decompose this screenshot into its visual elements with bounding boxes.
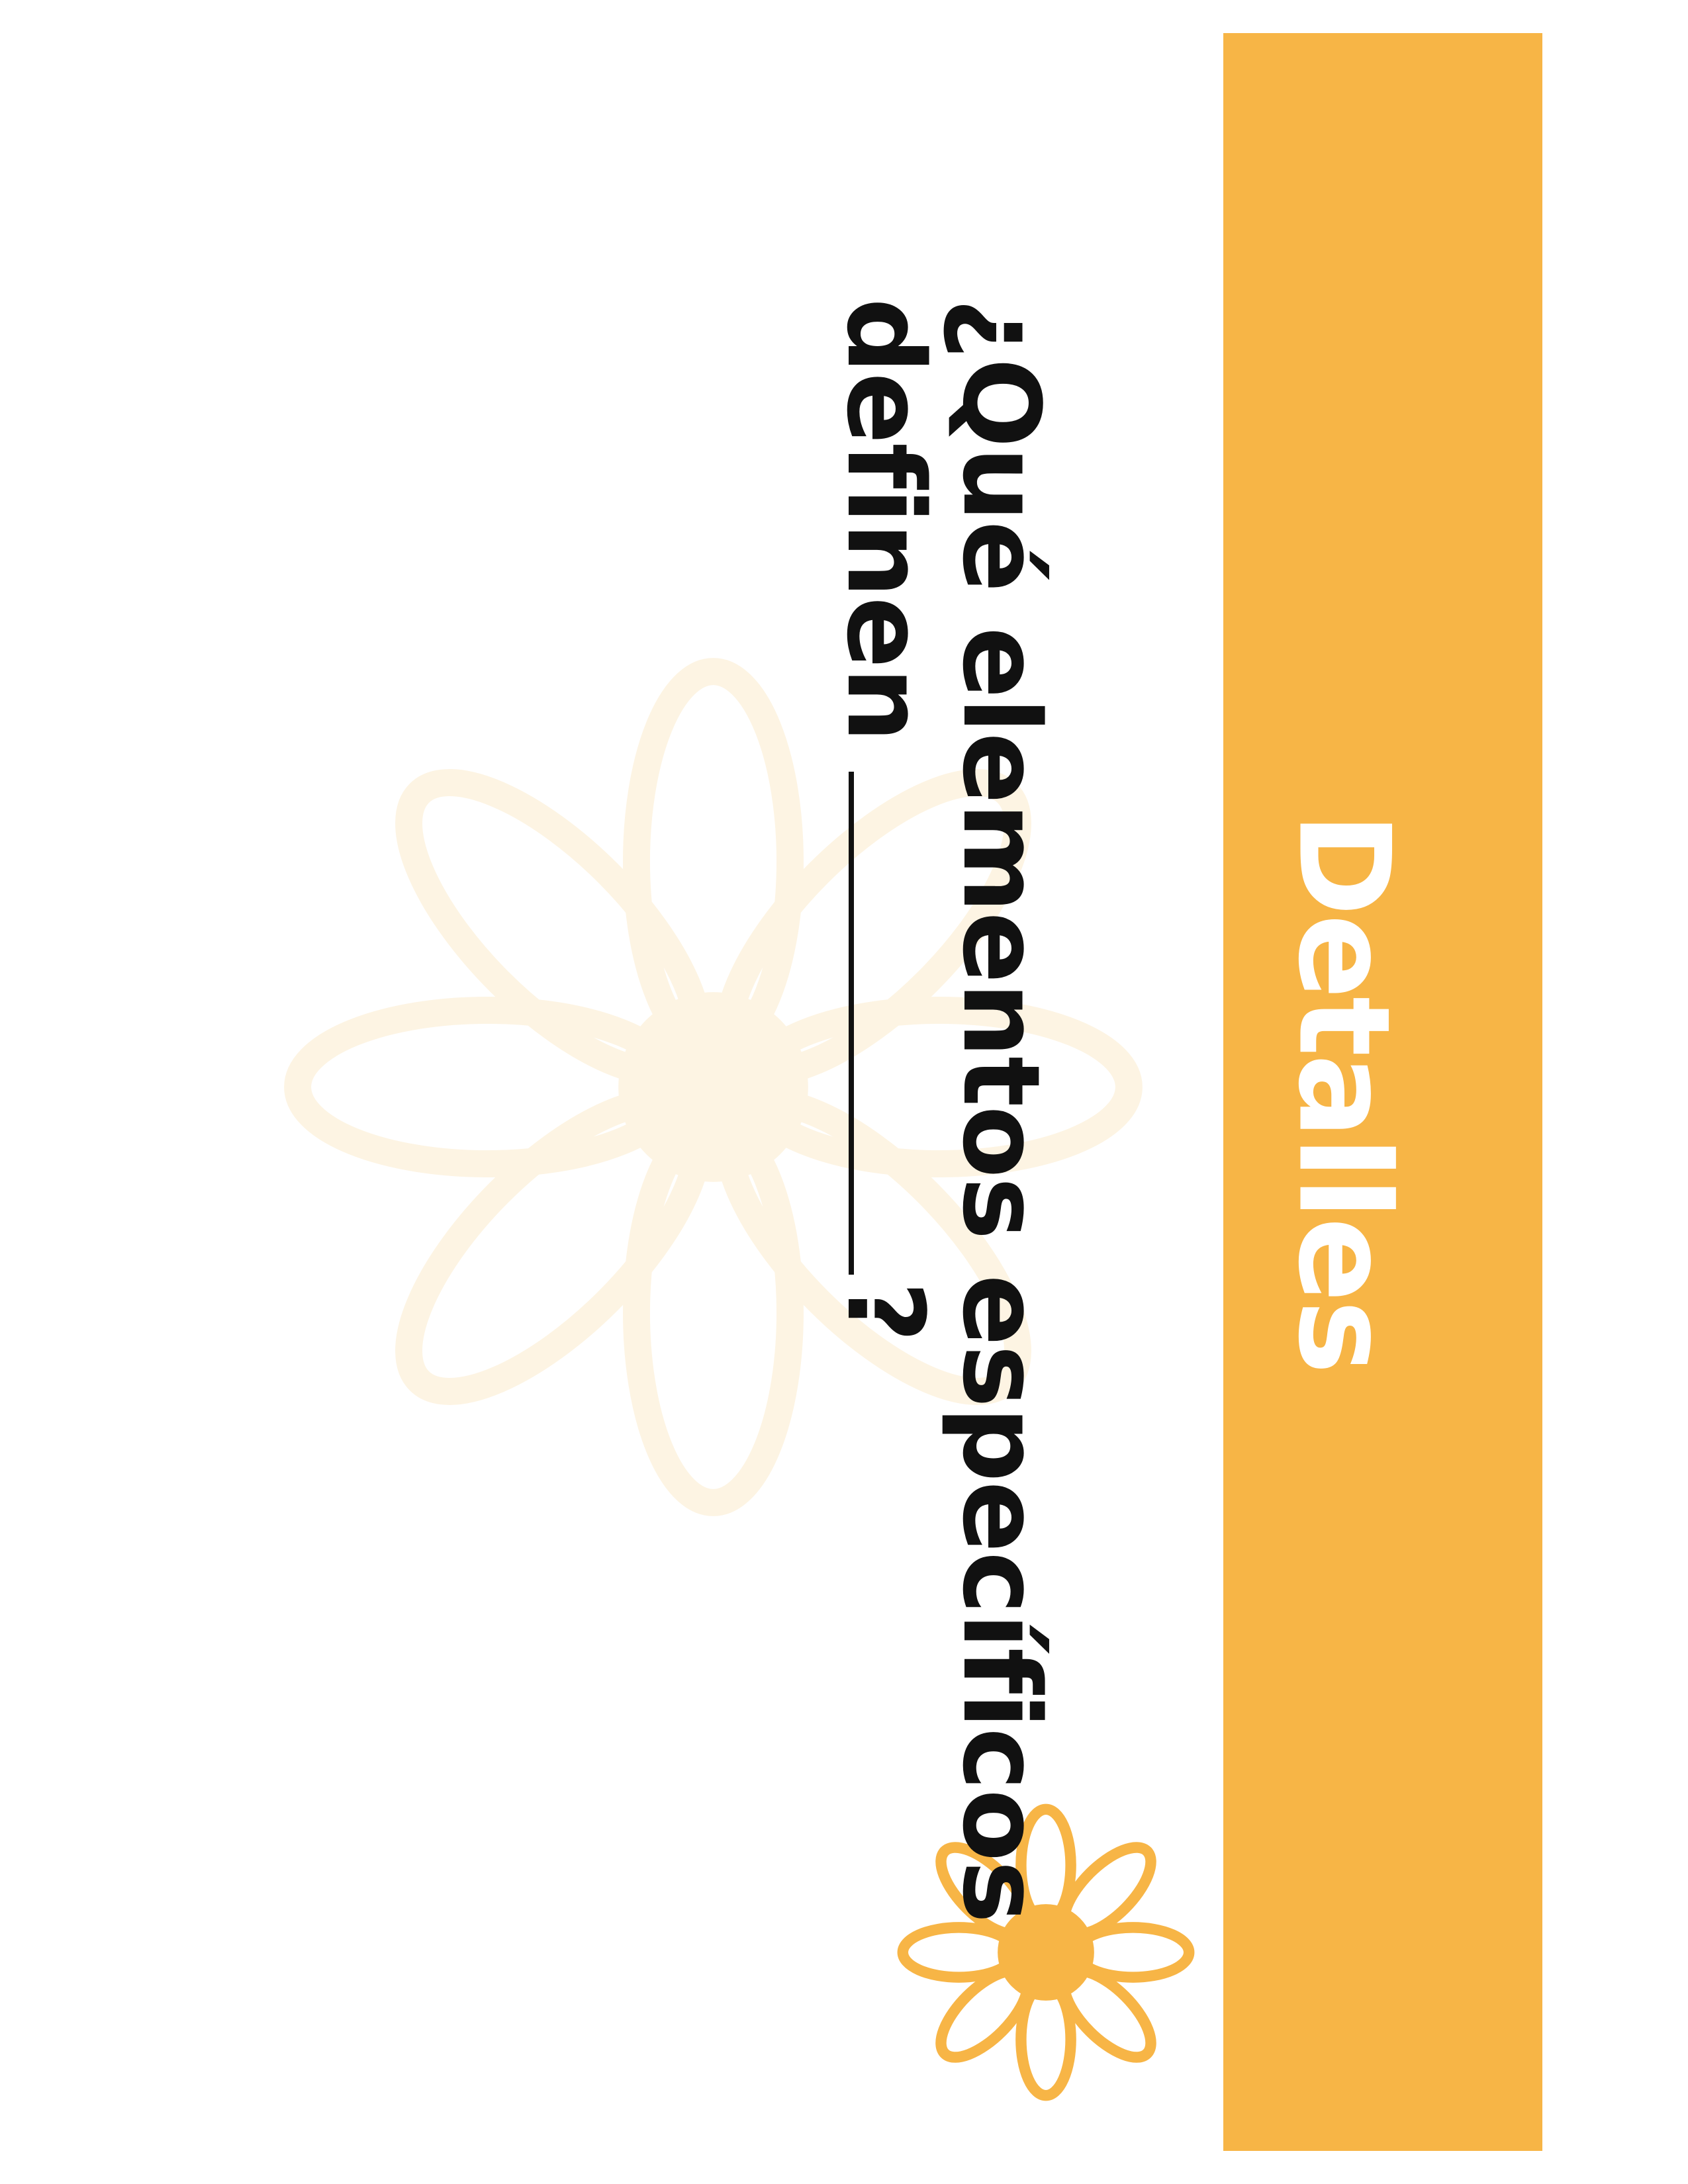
small-flower-icon — [897, 1803, 1195, 2101]
question-line-2: definen? — [823, 298, 947, 1922]
question-line-2-prefix: definen — [823, 298, 947, 741]
watermark-flower-icon — [284, 658, 1143, 1516]
answer-blank-line[interactable] — [849, 771, 854, 1275]
question-line-1: ¿Qué elementos específicos — [939, 298, 1063, 1923]
question-mark: ? — [823, 1281, 947, 1342]
question-text: ¿Qué elementos específicos definen? — [823, 298, 1063, 1923]
section-banner — [1223, 33, 1542, 2151]
